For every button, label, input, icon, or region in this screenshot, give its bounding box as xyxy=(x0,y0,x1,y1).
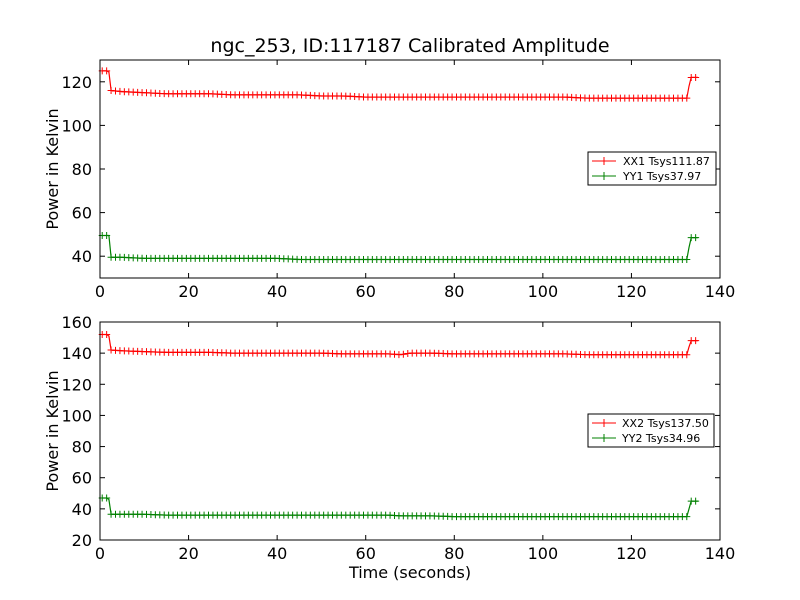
top-xtick-label: 60 xyxy=(356,282,376,301)
top-legend-marker-xx1 xyxy=(600,157,608,165)
bottom-legend-label-yy2: YY2 Tsys34.96 xyxy=(621,432,700,445)
chart-title: ngc_253, ID:117187 Calibrated Amplitude xyxy=(210,35,609,57)
top-legend-label-xx1: XX1 Tsys111.87 xyxy=(623,155,710,168)
bottom-ytick-label: 80 xyxy=(72,438,92,457)
bottom-legend-marker-yy2 xyxy=(600,434,608,442)
bottom-series-point-0 xyxy=(692,337,700,345)
top-plot-ylabel: Power in Kelvin xyxy=(43,108,62,229)
top-xtick-label: 40 xyxy=(267,282,287,301)
top-xtick-label: 120 xyxy=(616,282,647,301)
top-series-point-1 xyxy=(683,255,691,263)
top-plot-legend: XX1 Tsys111.87 YY1 Tsys37.97 xyxy=(587,151,717,186)
bottom-legend-label-xx2: XX2 Tsys137.50 xyxy=(622,417,709,430)
top-series-point-0 xyxy=(692,73,700,81)
top-legend-marker-yy1 xyxy=(600,172,608,180)
bottom-xtick-label: 0 xyxy=(95,544,105,563)
bottom-xtick-label: 20 xyxy=(178,544,198,563)
bottom-xtick-label: 80 xyxy=(444,544,464,563)
top-xtick-label: 140 xyxy=(705,282,736,301)
bottom-xtick-label: 60 xyxy=(356,544,376,563)
bottom-series-point-0 xyxy=(683,351,691,359)
bottom-series-point-1 xyxy=(683,513,691,521)
top-plot-ticks: 0 20 40 60 80 100 120 140 40 60 80 100 120 xyxy=(61,60,735,301)
top-ytick-label: 120 xyxy=(61,73,92,92)
bottom-xtick-label: 140 xyxy=(705,544,736,563)
bottom-plot-ylabel: Power in Kelvin xyxy=(43,370,62,491)
bottom-ytick-label: 60 xyxy=(72,469,92,488)
bottom-xtick-label: 120 xyxy=(616,544,647,563)
bottom-xtick-label: 100 xyxy=(528,544,559,563)
bottom-legend-box xyxy=(587,413,715,448)
top-ytick-label: 60 xyxy=(72,204,92,223)
top-ytick-label: 40 xyxy=(72,247,92,266)
top-legend-label-yy1: YY1 Tsys37.97 xyxy=(622,170,701,183)
top-series-point-0 xyxy=(683,94,691,102)
top-series-point-1 xyxy=(103,231,111,239)
bottom-ytick-label: 160 xyxy=(61,313,92,332)
top-series-markers-1 xyxy=(98,231,700,263)
bottom-plot-series xyxy=(98,330,700,521)
top-xtick-label: 0 xyxy=(95,282,105,301)
bottom-plot-legend: XX2 Tsys137.50 YY2 Tsys34.96 xyxy=(587,413,715,448)
bottom-series-point-0 xyxy=(399,350,407,358)
top-series-point-1 xyxy=(692,234,700,242)
bottom-series-markers-1 xyxy=(98,494,700,521)
bottom-plot-frame xyxy=(99,321,721,541)
top-ytick-label: 100 xyxy=(61,116,92,135)
top-plot-series xyxy=(98,67,700,263)
bottom-ytick-label: 140 xyxy=(61,344,92,363)
bottom-ytick-label: 20 xyxy=(72,531,92,550)
top-legend-box xyxy=(587,151,717,186)
bottom-series-point-0 xyxy=(103,330,111,338)
top-plot-panel: 0 20 40 60 80 100 120 140 40 60 80 100 120 Power in … xyxy=(43,59,735,301)
bottom-ytick-label: 40 xyxy=(72,500,92,519)
bottom-legend-marker-xx2 xyxy=(600,419,608,427)
bottom-series-point-1 xyxy=(103,494,111,502)
top-xtick-label: 20 xyxy=(178,282,198,301)
top-series-markers-0 xyxy=(98,67,700,102)
top-series-point-0 xyxy=(103,67,111,75)
bottom-series-point-1 xyxy=(692,497,700,505)
bottom-xtick-label: 40 xyxy=(267,544,287,563)
top-xtick-label: 80 xyxy=(444,282,464,301)
x-axis-label: Time (seconds) xyxy=(348,563,471,582)
bottom-ytick-label: 100 xyxy=(61,406,92,425)
top-ytick-label: 80 xyxy=(72,160,92,179)
bottom-ytick-label: 120 xyxy=(61,375,92,394)
top-xtick-label: 100 xyxy=(528,282,559,301)
bottom-series-markers-0 xyxy=(98,330,700,359)
